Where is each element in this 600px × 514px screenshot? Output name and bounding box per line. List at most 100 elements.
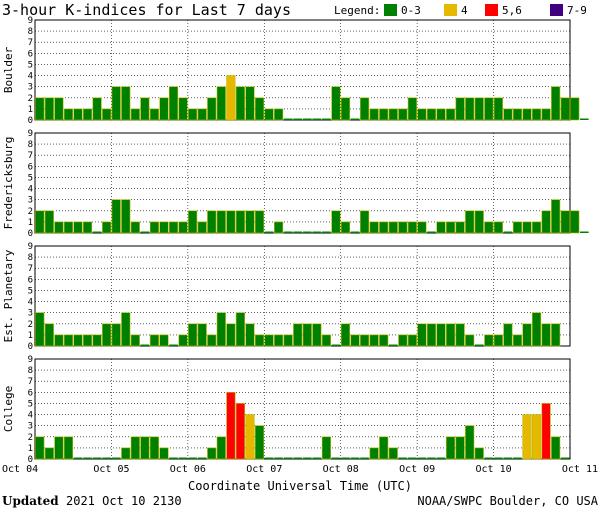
- k-bar: [465, 97, 475, 121]
- k-bar: [188, 457, 197, 459]
- k-bar: [312, 457, 322, 459]
- footer-updated-label: Updated: [2, 494, 59, 508]
- k-bar: [245, 210, 255, 234]
- y-tick-label: 1: [28, 444, 33, 454]
- y-tick-label: 0: [28, 229, 33, 239]
- x-tick-label: Oct 09: [399, 464, 435, 475]
- k-bar: [484, 97, 494, 121]
- k-bar: [54, 97, 64, 121]
- k-bar: [245, 414, 255, 460]
- k-bar: [493, 97, 503, 121]
- k-bar: [426, 108, 437, 121]
- k-bar: [169, 344, 178, 346]
- k-bar: [331, 210, 341, 234]
- k-bar: [168, 221, 179, 234]
- k-bar: [541, 210, 551, 234]
- k-bar: [484, 457, 494, 459]
- k-bar: [369, 108, 379, 121]
- x-tick-label: Oct 06: [170, 464, 206, 475]
- k-bar: [551, 436, 561, 460]
- k-bar: [235, 403, 245, 460]
- footer-source: NOAA/SWPC Boulder, CO USA: [417, 494, 598, 508]
- k-bar: [283, 118, 293, 120]
- k-bar: [340, 323, 351, 347]
- k-bar: [226, 323, 236, 347]
- k-bar: [149, 108, 159, 121]
- k-bar: [63, 334, 74, 347]
- legend: 0-3 4 5,6 7-9: [384, 4, 587, 17]
- k-bar: [197, 323, 207, 347]
- k-bar: [102, 457, 111, 459]
- y-tick-label: 9: [28, 129, 33, 139]
- k-bar: [83, 457, 92, 459]
- k-bar: [121, 312, 131, 347]
- k-bar: [293, 231, 302, 233]
- k-bar: [503, 457, 513, 459]
- k-bar: [465, 425, 475, 460]
- k-bar: [283, 334, 293, 347]
- k-bar: [446, 108, 456, 121]
- k-bar: [44, 97, 54, 121]
- k-bar: [293, 323, 303, 347]
- y-tick-label: 1: [28, 331, 33, 341]
- y-tick-label: 4: [28, 185, 33, 195]
- k-bar: [140, 231, 150, 233]
- k-bar: [226, 75, 236, 121]
- y-tick-label: 6: [28, 162, 33, 172]
- k-bar: [168, 86, 179, 121]
- chart-title: 3-hour K-indices for Last 7 days: [2, 1, 291, 19]
- x-tick-label: Oct 08: [323, 464, 359, 475]
- k-bar: [254, 97, 265, 121]
- y-tick-label: 2: [28, 94, 33, 104]
- k-bar: [360, 457, 369, 459]
- y-tick-label: 5: [28, 286, 33, 296]
- y-tick-label: 9: [28, 16, 33, 26]
- k-bar: [207, 97, 217, 121]
- k-bar: [570, 97, 580, 121]
- k-bar: [312, 118, 322, 120]
- k-bar: [312, 323, 322, 347]
- chart-panels: 0123456789Boulder0123456789Fredericksbur…: [2, 16, 589, 465]
- y-tick-label: 2: [28, 320, 33, 330]
- x-tick-label: Oct 11: [562, 464, 598, 475]
- k-bar: [340, 97, 351, 121]
- k-bar: [446, 323, 456, 347]
- k-bar: [398, 457, 408, 459]
- k-bar: [531, 414, 542, 460]
- k-bar: [570, 210, 580, 234]
- k-bar: [427, 457, 436, 459]
- legend-swatch-2: [485, 4, 498, 16]
- y-tick-label: 1: [28, 218, 33, 228]
- k-bar: [92, 457, 102, 459]
- k-bar: [407, 334, 417, 347]
- k-bar: [369, 334, 379, 347]
- panel-label: Boulder: [2, 46, 15, 93]
- k-bar: [388, 344, 398, 346]
- k-bar: [303, 231, 312, 233]
- k-bar: [178, 97, 188, 121]
- k-bar: [551, 86, 561, 121]
- legend-swatch-3: [550, 4, 563, 16]
- y-tick-label: 6: [28, 388, 33, 398]
- panel-label: Est. Planetary: [2, 249, 15, 342]
- k-bar: [235, 86, 245, 121]
- k-bar: [130, 334, 140, 347]
- k-bar: [54, 436, 64, 460]
- k-bar: [73, 334, 83, 347]
- k-bar: [436, 323, 446, 347]
- k-bar: [111, 457, 121, 459]
- k-bar: [560, 210, 570, 234]
- k-bar: [531, 221, 542, 234]
- k-bar: [54, 221, 64, 234]
- k-bar: [130, 436, 140, 460]
- k-bar: [512, 221, 523, 234]
- k-bar: [455, 323, 465, 347]
- k-bar: [350, 334, 360, 347]
- x-tick-label: Oct 07: [246, 464, 282, 475]
- k-bar: [379, 334, 389, 347]
- footer-updated-value: 2021 Oct 10 2130: [66, 494, 182, 508]
- k-bar: [159, 447, 169, 460]
- k-bar: [178, 457, 188, 459]
- k-bar: [82, 108, 93, 121]
